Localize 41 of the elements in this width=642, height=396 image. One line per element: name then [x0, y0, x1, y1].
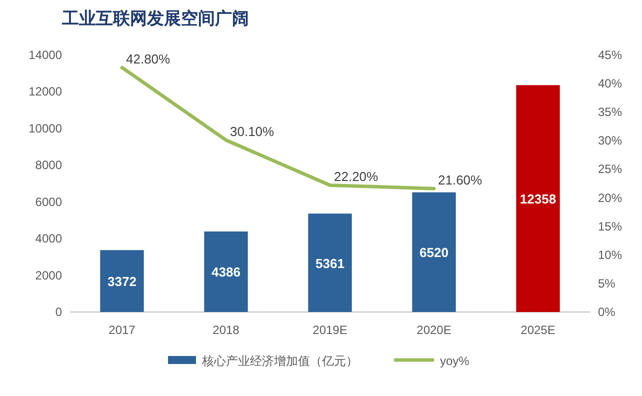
bar — [100, 250, 144, 312]
data-label: 30.10% — [230, 124, 275, 140]
y2-tick-label: 20% — [598, 190, 622, 205]
x-tick-label: 2018 — [212, 323, 240, 337]
bar — [516, 85, 560, 312]
y-tick-label: 10000 — [28, 121, 62, 136]
y2-tick-label: 15% — [598, 219, 622, 234]
data-label: 5361 — [316, 256, 344, 271]
y2-tick-label: 45% — [598, 48, 622, 62]
legend-label: 核心产业经济增加值（亿元） — [201, 354, 358, 368]
y-tick-label: 12000 — [28, 84, 62, 99]
x-tick-label: 2020E — [416, 323, 452, 337]
line-series — [120, 66, 436, 190]
y2-tick-label: 30% — [598, 134, 622, 148]
y2-tick-label: 5% — [598, 276, 616, 290]
y2-tick-label: 35% — [598, 105, 622, 120]
data-label: 6520 — [420, 245, 448, 260]
data-label: 3372 — [108, 274, 136, 290]
y-tick-label: 4000 — [35, 232, 62, 246]
data-label: 22.20% — [334, 169, 379, 184]
y-tick-label: 8000 — [35, 158, 62, 172]
y2-tick-label: 40% — [598, 76, 622, 91]
data-label: 21.60% — [438, 172, 483, 188]
bar — [412, 192, 456, 312]
y-tick-label: 0 — [55, 305, 62, 319]
y2-tick-label: 0% — [598, 305, 616, 319]
x-tick-label: 2019E — [312, 323, 348, 337]
data-label: 42.80% — [126, 52, 171, 67]
data-label: 12358 — [520, 192, 556, 207]
y-tick-label: 2000 — [35, 268, 62, 282]
y2-tick-label: 10% — [598, 248, 622, 262]
y-tick-label: 14000 — [28, 48, 62, 62]
data-label: 4386 — [212, 264, 240, 280]
y2-tick-label: 25% — [598, 162, 622, 176]
chart-title: 工业互联网发展空间广阔 — [61, 9, 249, 28]
bar — [308, 214, 352, 312]
x-tick-label: 2025E — [520, 323, 556, 337]
x-tick-label: 2017 — [108, 323, 136, 337]
bar — [204, 231, 248, 312]
legend-label: yoy% — [440, 354, 470, 368]
y-tick-label: 6000 — [35, 194, 62, 209]
